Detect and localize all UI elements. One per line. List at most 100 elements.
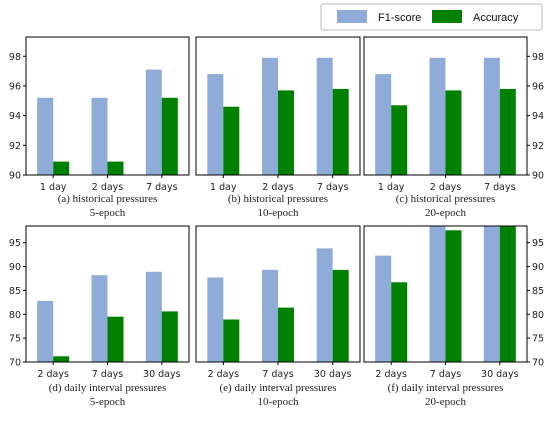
bar-f1-2 xyxy=(145,69,162,175)
y-tick-label: 85 xyxy=(532,286,544,297)
y-tick-label: 90 xyxy=(532,262,544,273)
y-tick-label: 75 xyxy=(9,334,21,345)
legend-box xyxy=(320,3,543,31)
x-tick-label: 1 day xyxy=(210,182,237,193)
bar-accuracy-2 xyxy=(332,88,349,175)
y-tick-label: 90 xyxy=(532,171,544,182)
bar-accuracy-1 xyxy=(107,316,124,362)
x-tick-label: 1 day xyxy=(40,182,67,193)
axes-frame xyxy=(363,225,528,363)
y-tick-label: 96 xyxy=(532,81,544,92)
bar-f1-0 xyxy=(207,277,224,362)
x-tick-label: 30 days xyxy=(481,369,519,380)
x-tick-label: 2 days xyxy=(92,182,124,193)
y-tick-label: 95 xyxy=(532,238,544,249)
legend-label-f1: F1-score xyxy=(378,12,421,24)
bar-accuracy-1 xyxy=(445,90,462,175)
y-tick-label: 92 xyxy=(9,141,21,152)
x-tick-label: 30 days xyxy=(143,369,181,380)
x-tick-label: 30 days xyxy=(314,369,352,380)
panel-f: 2 days 7 days 30 days 70 75 80 85 90 95 (f) daily… xyxy=(363,225,544,408)
y-tick-label: 92 xyxy=(532,141,544,152)
y-tick-label: 75 xyxy=(532,334,544,345)
panel-caption-epoch: 20-epoch xyxy=(425,207,466,219)
bar-f1-0 xyxy=(207,74,224,175)
panel-caption: (c) historical pressures xyxy=(396,193,496,205)
panel-caption: (f) daily interval pressures xyxy=(388,382,504,394)
y-tick-label: 80 xyxy=(9,310,21,321)
panel-caption: (d) daily interval pressures xyxy=(49,382,167,394)
x-tick-label: 7 days xyxy=(262,369,294,380)
legend-swatch-accuracy xyxy=(432,10,462,23)
bar-f1-1 xyxy=(262,57,278,175)
y-tick-label: 90 xyxy=(9,262,21,273)
bar-accuracy-2 xyxy=(332,269,349,362)
axes-frame xyxy=(363,36,528,176)
x-tick-label: 2 days xyxy=(37,369,69,380)
x-tick-label: 7 days xyxy=(92,369,124,380)
y-tick-label: 85 xyxy=(9,286,21,297)
x-tick-label: 2 days xyxy=(375,369,407,380)
bar-f1-0 xyxy=(375,255,392,362)
bar-accuracy-0 xyxy=(53,161,70,175)
legend-swatch-f1 xyxy=(337,10,367,23)
x-tick-label: 7 days xyxy=(146,182,178,193)
bar-accuracy-0 xyxy=(391,105,408,175)
panel-caption: (e) daily interval pressures xyxy=(220,382,337,394)
bar-accuracy-2 xyxy=(499,226,516,362)
bar-f1-2 xyxy=(316,57,333,175)
y-tick-label: 80 xyxy=(532,310,544,321)
x-tick-label: 2 days xyxy=(262,182,294,193)
legend-label-accuracy: Accuracy xyxy=(473,12,519,24)
axes-frame xyxy=(25,36,190,176)
y-tick-label: 96 xyxy=(9,81,21,92)
panel-a: 1 day 2 days 7 days 90 92 94 96 98 (a) historica… xyxy=(9,36,190,219)
bar-f1-0 xyxy=(37,300,54,362)
panel-caption: (b) historical pressures xyxy=(228,193,328,205)
bar-f1-1 xyxy=(262,269,278,362)
y-tick-label: 70 xyxy=(9,358,21,369)
panel-caption-epoch: 10-epoch xyxy=(258,207,299,219)
y-tick-label: 94 xyxy=(9,111,21,122)
panel-caption-epoch: 5-epoch xyxy=(90,396,126,408)
axes-frame xyxy=(195,225,361,363)
y-tick-label: 70 xyxy=(532,358,544,369)
bar-f1-2 xyxy=(316,248,333,362)
legend: F1-score Accuracy xyxy=(320,3,543,31)
bar-accuracy-0 xyxy=(223,106,240,175)
bar-accuracy-2 xyxy=(161,311,178,362)
bar-accuracy-1 xyxy=(278,307,294,362)
bar-accuracy-1 xyxy=(445,230,462,362)
panel-caption-epoch: 20-epoch xyxy=(425,396,466,408)
bar-f1-2 xyxy=(145,271,162,362)
bar-accuracy-1 xyxy=(107,161,124,175)
bar-f1-2 xyxy=(483,57,500,175)
x-tick-label: 2 days xyxy=(430,182,462,193)
y-tick-label: 94 xyxy=(532,111,544,122)
y-tick-label: 90 xyxy=(9,171,21,182)
panel-c: 1 day 2 days 7 days 90 92 94 96 98 (c) historica… xyxy=(363,36,544,219)
bar-f1-0 xyxy=(37,97,54,175)
x-tick-label: 7 days xyxy=(484,182,516,193)
panel-caption-epoch: 5-epoch xyxy=(90,207,126,219)
x-tick-label: 1 day xyxy=(378,182,405,193)
x-tick-label: 7 days xyxy=(317,182,349,193)
bar-accuracy-2 xyxy=(499,88,516,175)
x-tick-label: 2 days xyxy=(208,369,240,380)
axes-frame xyxy=(25,225,190,363)
y-tick-label: 95 xyxy=(9,238,21,249)
bar-f1-2 xyxy=(483,226,500,362)
bar-accuracy-0 xyxy=(223,319,240,362)
bar-f1-1 xyxy=(429,226,446,362)
y-tick-label: 98 xyxy=(9,52,21,63)
panel-b: 1 day 2 days 7 days(b) historical pressure… xyxy=(195,36,361,219)
bar-f1-1 xyxy=(91,275,108,362)
bar-accuracy-0 xyxy=(391,282,408,362)
bar-accuracy-0 xyxy=(53,356,70,362)
bar-accuracy-1 xyxy=(278,90,294,175)
bar-f1-1 xyxy=(429,57,446,175)
y-tick-label: 98 xyxy=(532,52,544,63)
panel-caption-epoch: 10-epoch xyxy=(258,396,299,408)
